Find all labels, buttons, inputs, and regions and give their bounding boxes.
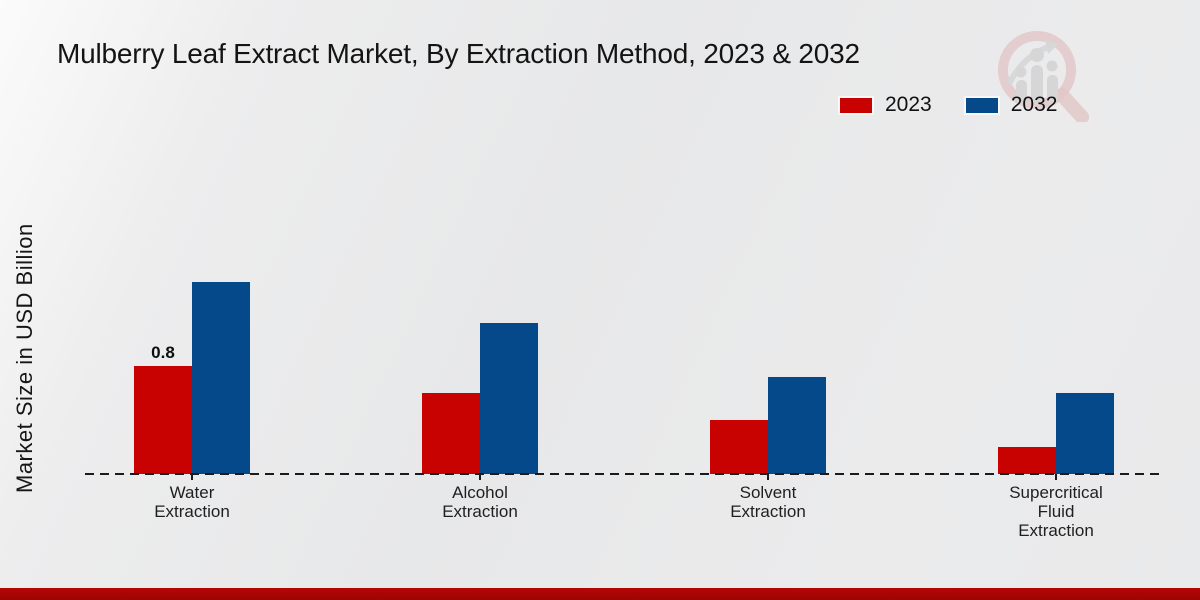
category-label-solvent-extraction: Solvent Extraction	[730, 483, 806, 521]
category-label-supercritical-fluid-extraction: Supercritical Fluid Extraction	[1009, 483, 1103, 540]
bar-2032-solvent-extraction	[768, 377, 826, 474]
category-label-alcohol-extraction: Alcohol Extraction	[442, 483, 518, 521]
legend-label-2023: 2023	[885, 93, 932, 116]
x-axis-tick	[479, 474, 481, 480]
y-axis-label: Market Size in USD Billion	[12, 223, 37, 493]
bar-2023-water-extraction	[134, 366, 192, 474]
legend-item-2032: 2032	[965, 93, 1058, 117]
bar-2023-supercritical-fluid-extraction	[998, 447, 1056, 474]
legend-swatch-2023	[840, 97, 872, 113]
footer-accent-bar	[0, 588, 1200, 600]
x-axis-tick	[1055, 474, 1057, 480]
x-axis-tick	[191, 474, 193, 480]
bar-value-label: 0.8	[151, 343, 175, 362]
bar-2023-solvent-extraction	[710, 420, 768, 474]
bar-2032-alcohol-extraction	[480, 323, 538, 474]
watermark-magnifier-logo-icon	[998, 31, 1089, 122]
legend-item-2023: 2023	[840, 93, 932, 117]
category-label-water-extraction: Water Extraction	[154, 483, 230, 521]
legend-swatch-2032	[965, 97, 998, 113]
chart-title: Mulberry Leaf Extract Market, By Extract…	[57, 38, 860, 69]
bar-2023-alcohol-extraction	[422, 393, 480, 474]
bar-2032-water-extraction	[192, 282, 250, 474]
legend-label-2032: 2032	[1010, 93, 1058, 116]
x-axis-baseline	[85, 473, 1163, 475]
legend: 2023 2032	[840, 93, 1057, 117]
bar-2032-supercritical-fluid-extraction	[1056, 393, 1114, 474]
x-axis-tick	[767, 474, 769, 480]
